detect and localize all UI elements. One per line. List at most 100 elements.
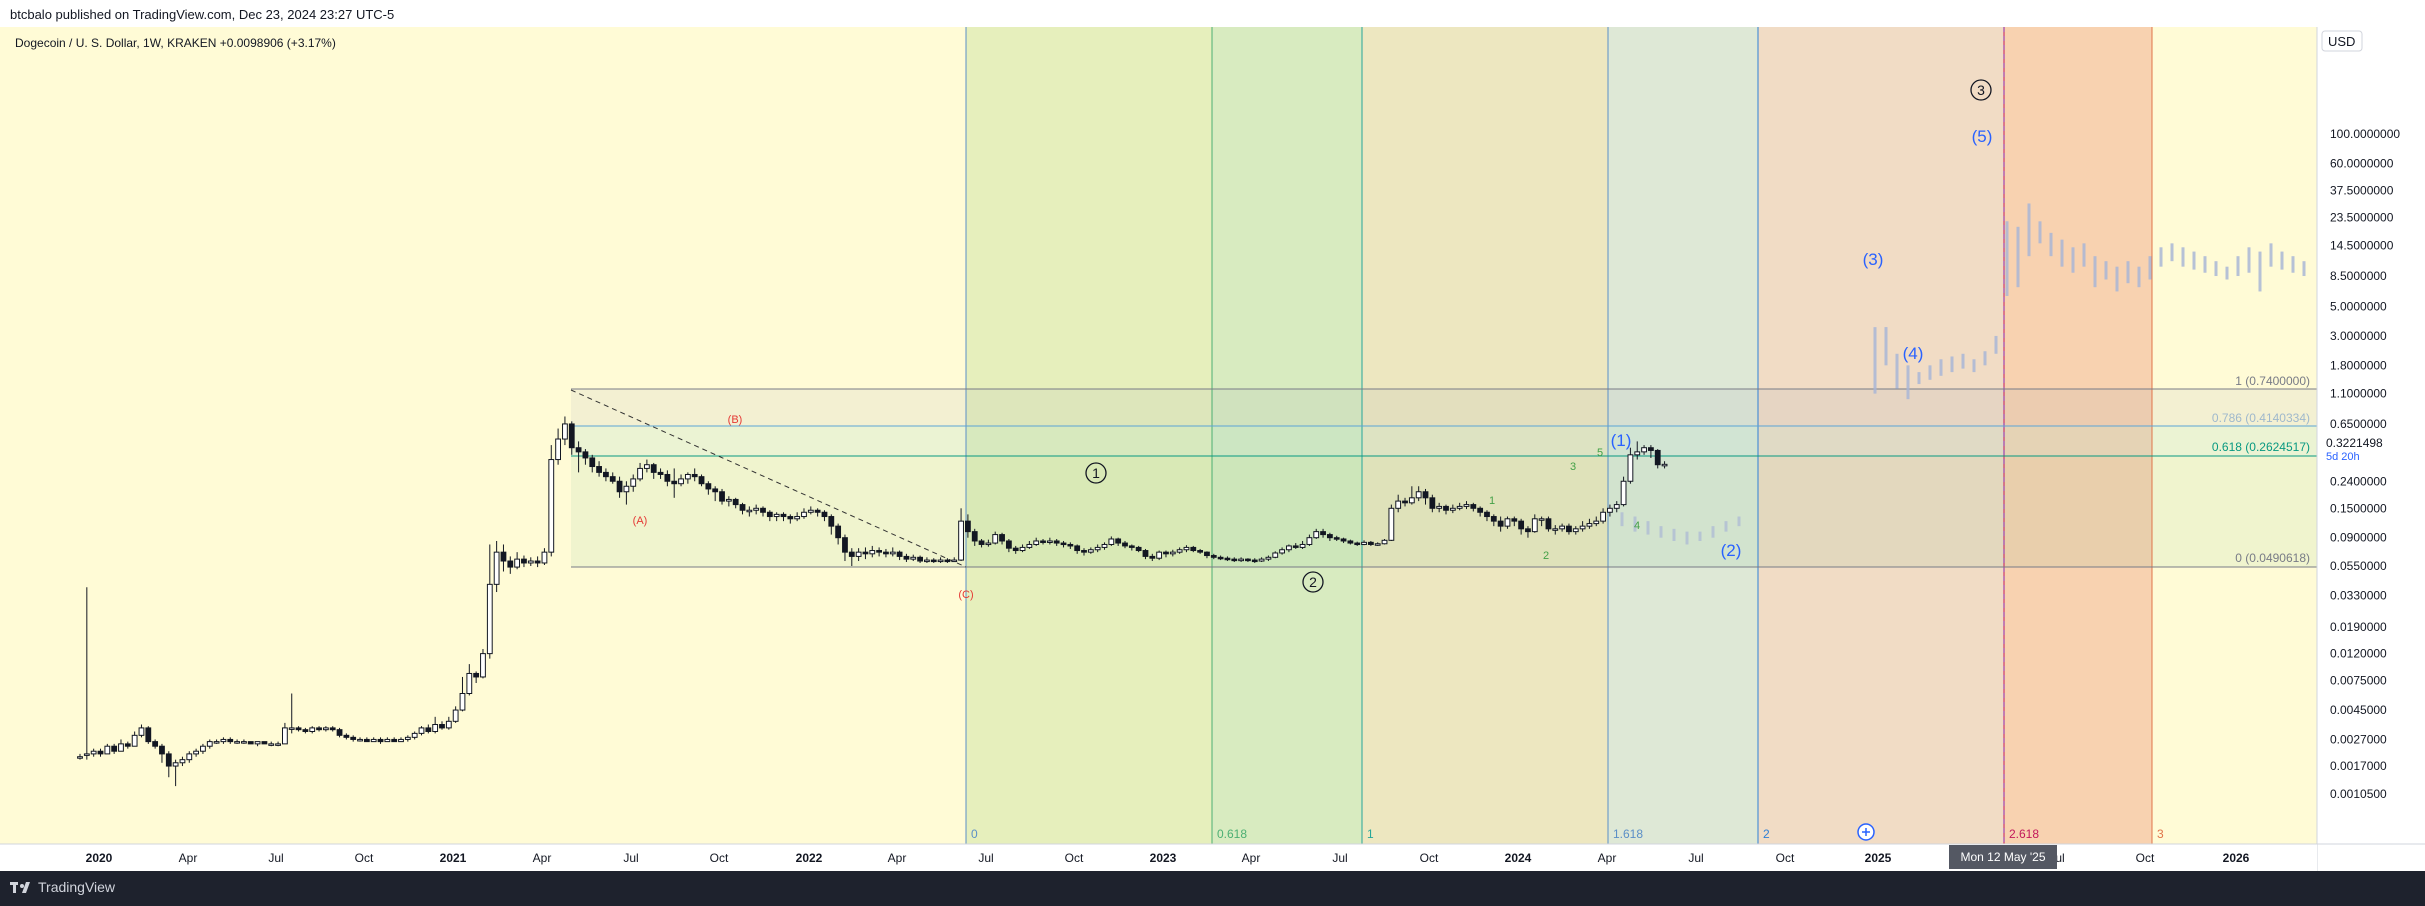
x-tick-label: Apr	[888, 851, 907, 865]
y-tick-label: 0.0900000	[2330, 531, 2387, 545]
candle-down	[261, 741, 268, 745]
candle-up	[1374, 543, 1381, 546]
candle-up	[138, 727, 145, 736]
crosshair-date-box	[1949, 845, 2057, 869]
candle-down	[1060, 542, 1067, 546]
candle-up	[1087, 549, 1094, 553]
candle-up	[411, 732, 418, 738]
time-label-2: 2	[1763, 827, 1770, 841]
circled-wave-1: 1	[1092, 465, 1100, 481]
band-0618-1	[1212, 27, 1362, 844]
fib-level-lines	[570, 388, 2317, 568]
candle-down	[1326, 534, 1333, 539]
candle-down	[848, 551, 855, 557]
x-tick-label: Oct	[355, 851, 374, 865]
candle-down	[124, 743, 131, 747]
candle-down	[862, 551, 869, 555]
candle-down	[719, 491, 725, 502]
candle-up	[452, 709, 459, 722]
green-wave-2: 2	[1543, 550, 1549, 562]
candle-down	[363, 738, 370, 743]
candle-down	[616, 480, 623, 493]
y-tick-label: 60.0000000	[2330, 157, 2394, 171]
green-wave-3: 3	[1570, 461, 1576, 473]
publish-bar: btcbalo published on TradingView.com, De…	[0, 0, 2425, 28]
candle-down	[1053, 540, 1060, 544]
x-tick-label: Apr	[533, 851, 552, 865]
x-tick-label: 2022	[796, 851, 823, 865]
currency-button[interactable]	[2321, 30, 2363, 52]
time-label-0: 0	[971, 827, 978, 841]
candle-up	[384, 738, 391, 743]
band-0-0618	[966, 27, 1212, 844]
green-wave-1: 1	[1489, 495, 1495, 507]
candle-down	[1190, 546, 1197, 552]
candle-up	[1033, 540, 1040, 545]
x-tick-label: Oct	[1776, 851, 1795, 865]
time-label-1618: 1.618	[1613, 827, 1643, 841]
candle-up	[404, 736, 411, 740]
x-tick-label: Oct	[1420, 851, 1439, 865]
candle-up	[1634, 451, 1641, 456]
candle-up	[630, 478, 637, 487]
candle-down	[1204, 551, 1210, 557]
candle-up	[1101, 543, 1108, 548]
candle-down	[247, 741, 254, 745]
candle-up	[1463, 504, 1470, 507]
candle-down	[698, 476, 705, 485]
candle-down	[1231, 558, 1238, 562]
blue-wave-3: (3)	[1863, 250, 1884, 269]
x-tick-label: Apr	[1598, 851, 1617, 865]
candle-up	[555, 438, 562, 461]
candle-down	[596, 466, 602, 473]
candle-down	[97, 750, 104, 755]
candle-down	[1347, 540, 1354, 544]
candle-up	[90, 750, 97, 755]
candle-down	[971, 531, 978, 542]
y-tick-label: 23.5000000	[2330, 211, 2394, 225]
candle-down	[821, 511, 828, 518]
circled-wave-3: 3	[1977, 82, 1985, 98]
candle-down	[111, 745, 118, 752]
candle-down	[1251, 559, 1258, 563]
x-tick-label: Oct	[2136, 851, 2155, 865]
candle-down	[1340, 538, 1347, 542]
candle-down	[1081, 550, 1087, 553]
circled-wave-1-ring	[1085, 462, 1107, 484]
y-tick-label: 0.6500000	[2330, 417, 2387, 431]
candle-up	[493, 551, 500, 585]
tradingview-logo[interactable]: TradingView	[10, 879, 115, 895]
time-axis-ticks: 2020 Apr Jul Oct 2021 Apr Jul Oct 2022 Apr Jul Oct 2…	[86, 851, 2250, 865]
add-marker-icon[interactable]	[1857, 823, 1875, 841]
chart-title: Dogecoin / U. S. Dollar, 1W, KRAKEN +0.0…	[15, 36, 336, 50]
y-tick-label: 37.5000000	[2330, 184, 2394, 198]
y-tick-label: 0.0010500	[2330, 787, 2387, 801]
candle-up	[855, 551, 862, 557]
candle-up	[275, 743, 281, 746]
candlestick-series	[77, 416, 1668, 787]
candle-up	[958, 520, 964, 561]
candle-down	[650, 464, 657, 473]
candle-up	[1156, 551, 1163, 559]
candle-down	[930, 559, 937, 563]
time-axis-panel[interactable]	[0, 844, 2317, 871]
circled-wave-3-ring	[1970, 79, 1992, 101]
chart-area[interactable]: 1 (0.7400000) 0.786 (0.4140334) 0.618 (0…	[0, 27, 2425, 871]
currency-label: USD	[2328, 34, 2355, 49]
candle-down	[903, 555, 910, 560]
candle-up	[241, 741, 247, 744]
x-tick-label: Jul	[978, 851, 993, 865]
blue-wave-5: (5)	[1972, 127, 1993, 146]
candle-up	[1306, 537, 1313, 545]
candle-down	[159, 745, 165, 755]
candle-down	[575, 447, 582, 453]
candle-up	[1361, 541, 1367, 545]
x-tick-label: Oct	[1065, 851, 1084, 865]
candle-up	[951, 559, 958, 563]
candle-down	[1040, 540, 1046, 543]
candle-down	[876, 550, 883, 553]
y-tick-label: 1.8000000	[2330, 358, 2387, 372]
candle-down	[1005, 540, 1012, 549]
candle-up	[131, 734, 138, 747]
candle-up	[910, 556, 917, 560]
